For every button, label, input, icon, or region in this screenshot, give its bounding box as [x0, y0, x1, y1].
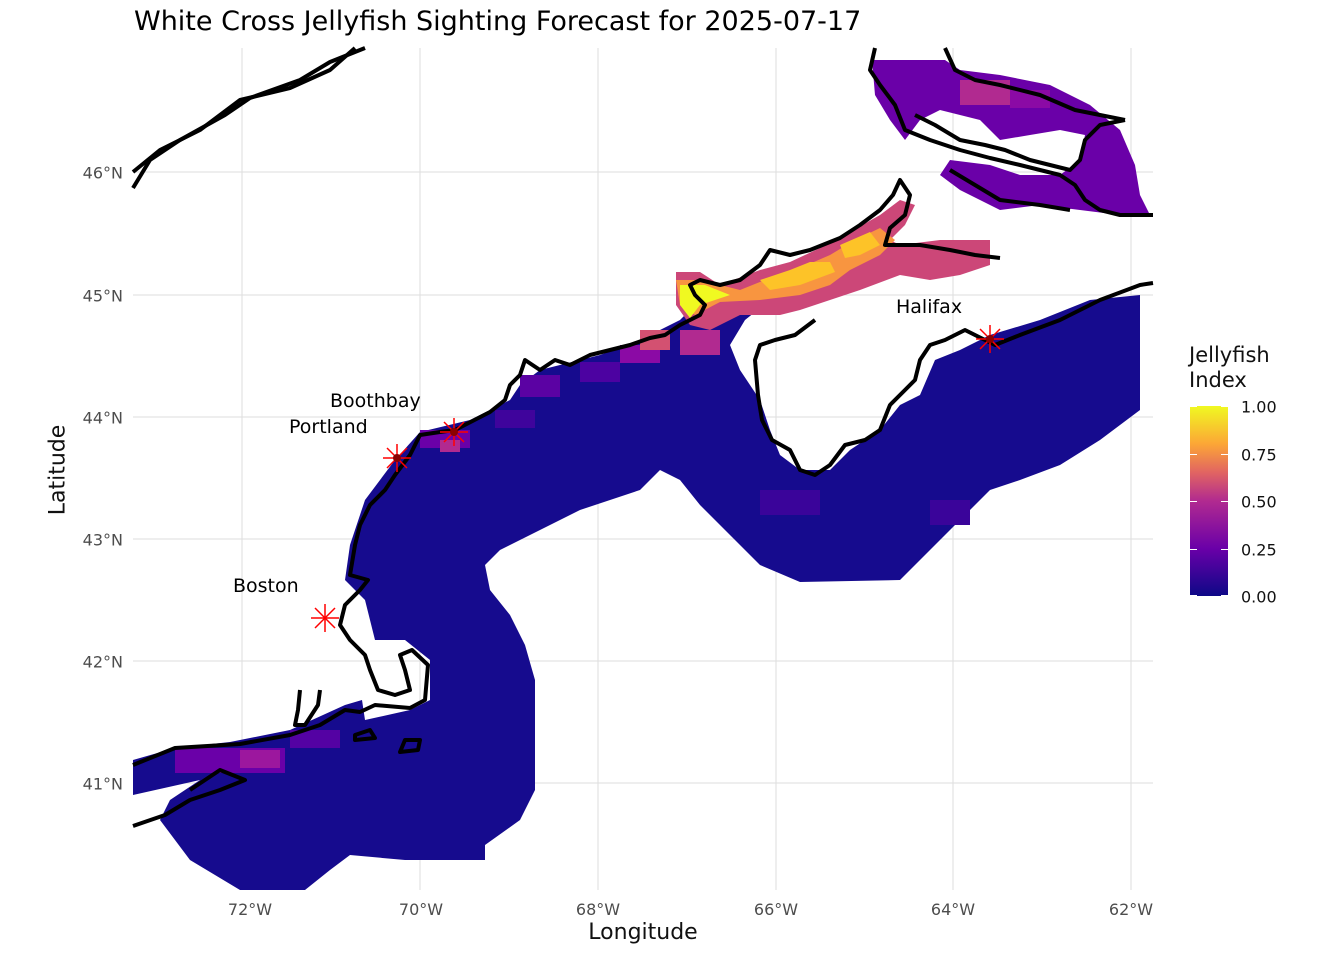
halifax-marker: [976, 325, 1004, 353]
y-axis-title: Latitude: [45, 424, 71, 516]
city-label-portland: Portland: [289, 416, 368, 438]
x-tick-label: 62°W: [1108, 900, 1154, 919]
city-label-halifax: Halifax: [896, 296, 962, 318]
coastline: [131, 46, 1154, 828]
city-markers: [311, 325, 1004, 632]
legend-title: Jellyfish Index: [1189, 343, 1270, 393]
legend-tick-label: 0.25: [1241, 540, 1277, 560]
y-tick-label: 44°N: [82, 408, 123, 428]
jellyfish-index-raster: [133, 60, 1150, 890]
y-tick-label: 43°N: [82, 530, 123, 550]
x-tick-label: 70°W: [398, 900, 444, 919]
legend-tick-label: 0.00: [1241, 587, 1277, 607]
y-tick-label: 42°N: [82, 652, 123, 672]
legend-tick-label: 1.00: [1241, 397, 1277, 417]
x-tick-label: 72°W: [227, 900, 273, 919]
map-title: White Cross Jellyfish Sighting Forecast …: [134, 6, 862, 37]
x-tick-label: 68°W: [575, 900, 621, 919]
legend-title-line2: Index: [1189, 368, 1247, 392]
legend-title-line1: Jellyfish: [1189, 343, 1270, 367]
city-label-boston: Boston: [233, 575, 299, 597]
portland-marker: [383, 444, 411, 472]
x-tick-label: 64°W: [930, 900, 976, 919]
y-tick-label: 46°N: [82, 163, 123, 183]
y-tick-label: 41°N: [82, 774, 123, 794]
x-axis-title: Longitude: [588, 920, 698, 945]
y-tick-label: 45°N: [82, 286, 123, 306]
city-label-boothbay: Boothbay: [330, 390, 421, 412]
boothbay-marker: [440, 418, 468, 446]
boston-marker: [311, 604, 339, 632]
legend-tick-label: 0.75: [1241, 445, 1277, 465]
legend-tick-label: 0.50: [1241, 492, 1277, 512]
x-tick-label: 66°W: [753, 900, 799, 919]
